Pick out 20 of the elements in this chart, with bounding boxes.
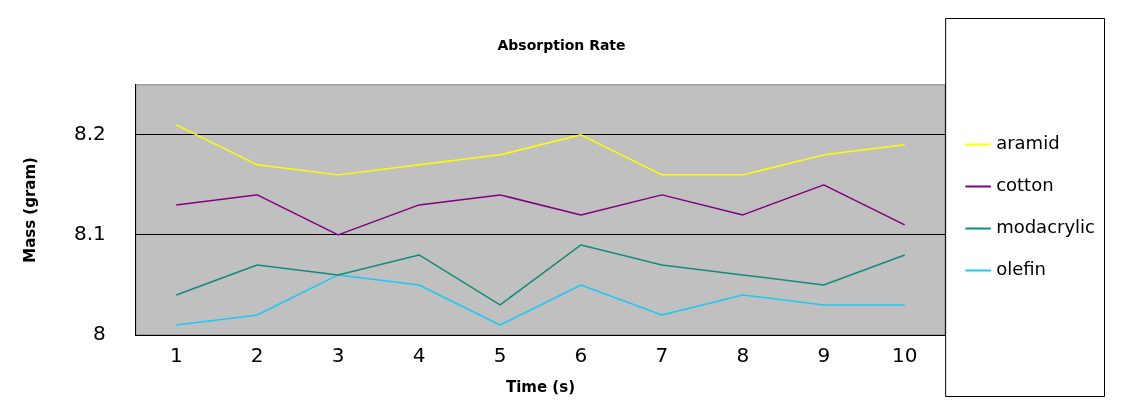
- x-axis-title: Time (s): [505, 377, 575, 396]
- chart-title: Absorption Rate: [497, 37, 626, 54]
- x-tick-label: 4: [412, 343, 426, 368]
- y-tick-label: 8.1: [73, 221, 106, 246]
- x-tick-label: 9: [817, 343, 831, 368]
- y-tick-label: 8.2: [73, 121, 106, 146]
- x-tick-label: 10: [891, 343, 918, 368]
- x-tick-label: 8: [736, 343, 750, 368]
- y-axis-title: Mass (gram): [20, 157, 39, 263]
- x-tick-label: 6: [574, 343, 588, 368]
- legend-label: modacrylic: [996, 216, 1096, 238]
- x-tick-label: 3: [331, 343, 345, 368]
- legend-label: olefin: [996, 258, 1046, 280]
- x-tick-label: 1: [169, 343, 183, 368]
- legend-label: aramid: [996, 132, 1060, 154]
- x-tick-label: 2: [250, 343, 264, 368]
- x-tick-label: 5: [493, 343, 507, 368]
- y-tick-label: 8: [93, 321, 106, 346]
- legend-label: cotton: [996, 174, 1054, 196]
- x-tick-label: 7: [655, 343, 669, 368]
